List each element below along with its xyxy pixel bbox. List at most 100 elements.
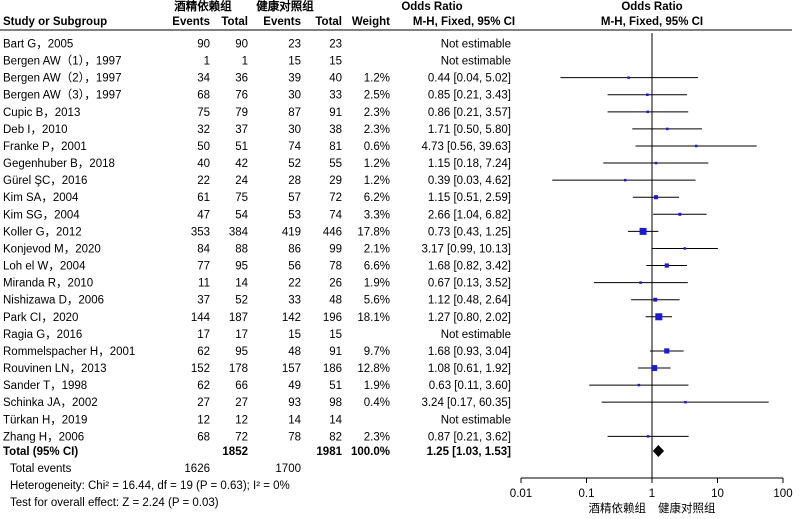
exp-total-header: Total <box>221 16 248 28</box>
ctl-events: 23 <box>288 39 301 51</box>
study-name: Ragia G，2016 <box>3 329 82 341</box>
exp-events: 152 <box>191 363 210 375</box>
study-or-text: 1.68 [0.82, 3.42] <box>428 261 511 273</box>
exp-events: 40 <box>197 158 210 170</box>
exp-total: 75 <box>235 192 248 204</box>
ctl-total: 99 <box>329 243 342 255</box>
study-or-text: 1.15 [0.18, 7.24] <box>428 158 511 170</box>
exp-events: 62 <box>197 380 210 392</box>
ctl-total: 48 <box>329 295 342 307</box>
study-weight: 2.3% <box>364 431 390 443</box>
total-exp-n: 1852 <box>222 446 248 458</box>
ctl-events: 419 <box>282 226 301 238</box>
ctl-total: 33 <box>329 90 342 102</box>
exp-events: 1 <box>204 56 210 68</box>
total-label: Total (95% CI) <box>3 446 78 458</box>
exp-events: 75 <box>197 107 210 119</box>
study-weight: 3.3% <box>364 209 390 221</box>
exp-total: 76 <box>235 90 248 102</box>
total-ctl-n: 1981 <box>316 446 342 458</box>
study-weight: 9.7% <box>364 346 390 358</box>
study-or-text: Not estimable <box>441 56 511 68</box>
exp-total: 178 <box>229 363 248 375</box>
ctl-events: 52 <box>288 158 301 170</box>
study-weight: 1.2% <box>364 73 390 85</box>
pooled-diamond <box>652 445 665 457</box>
ctl-total: 98 <box>329 397 342 409</box>
ctl-events: 157 <box>282 363 301 375</box>
exp-total: 36 <box>235 73 248 85</box>
ctl-events: 57 <box>288 192 301 204</box>
ctl-total: 51 <box>329 380 342 392</box>
ctl-events: 30 <box>288 124 301 136</box>
ctl-total: 14 <box>329 414 342 426</box>
study-weight: 1.9% <box>364 278 390 290</box>
study-name: Park CI，2020 <box>3 312 78 324</box>
exp-events: 34 <box>197 73 210 85</box>
ctl-total: 55 <box>329 158 342 170</box>
study-weight: 1.2% <box>364 158 390 170</box>
study-weight: 1.9% <box>364 380 390 392</box>
ctl-total-header: Total <box>315 16 342 28</box>
overall-effect-text: Test for overall effect: Z = 2.24 (P = 0… <box>10 497 219 509</box>
exp-events: 32 <box>197 124 210 136</box>
study-name: Koller G，2012 <box>3 226 82 238</box>
exp-total: 95 <box>235 346 248 358</box>
ctl-total: 26 <box>329 278 342 290</box>
ctl-total: 91 <box>329 107 342 119</box>
exp-total: 14 <box>235 278 248 290</box>
study-or-text: 1.27 [0.80, 2.02] <box>428 312 511 324</box>
study-name: Rommelspacher H，2001 <box>3 346 135 358</box>
study-weight: 2.1% <box>364 243 390 255</box>
exp-total: 51 <box>235 141 248 153</box>
or-column-title: Odds Ratio <box>401 1 462 13</box>
effect-square <box>655 313 663 321</box>
heterogeneity-text: Heterogeneity: Chi² = 16.44, df = 19 (P … <box>10 480 290 492</box>
ctl-total: 196 <box>323 312 342 324</box>
x-tick-label: 10 <box>711 488 724 500</box>
experimental-group-header: 酒精依赖组 <box>174 0 232 13</box>
exp-events: 11 <box>198 278 210 290</box>
study-name: Schinka JA，2002 <box>3 397 98 409</box>
study-or-text: 4.73 [0.56, 39.63] <box>421 141 511 153</box>
ctl-events: 56 <box>288 261 301 273</box>
study-column-header: Study or Subgroup <box>3 16 107 28</box>
exp-total: 72 <box>235 431 248 443</box>
ctl-events: 33 <box>288 295 301 307</box>
study-or-text: Not estimable <box>441 39 511 51</box>
ctl-events-header: Events <box>263 16 301 28</box>
exp-events: 62 <box>197 346 210 358</box>
ctl-events: 39 <box>288 73 301 85</box>
ctl-total: 29 <box>329 175 342 187</box>
effect-square <box>654 161 658 165</box>
exp-events: 22 <box>197 175 210 187</box>
study-or-text: 0.73 [0.43, 1.25] <box>428 226 511 238</box>
exp-events: 17 <box>197 329 210 341</box>
favours-left-label: 酒精依赖组 <box>589 501 647 515</box>
study-or-text: 1.12 [0.48, 2.64] <box>428 295 511 307</box>
x-tick-label: 100 <box>773 488 792 500</box>
study-weight: 2.5% <box>364 90 390 102</box>
study-name: Bart G，2005 <box>3 39 73 51</box>
ctl-total: 72 <box>329 192 342 204</box>
exp-total: 66 <box>235 380 248 392</box>
total-events-ctl: 1700 <box>275 463 301 475</box>
exp-total: 79 <box>235 107 248 119</box>
x-tick-label: 0.1 <box>579 488 595 500</box>
exp-total: 384 <box>229 226 249 238</box>
ctl-total: 82 <box>329 431 342 443</box>
method-header: M-H, Fixed, 95% CI <box>413 16 515 28</box>
study-name: Nishizawa D，2006 <box>3 295 104 307</box>
study-weight: 0.4% <box>364 397 390 409</box>
study-weight: 17.8% <box>357 226 390 238</box>
study-or-text: 0.87 [0.21, 3.62] <box>428 431 511 443</box>
plot-area: 0.01 0.1 1 10 100 酒精依赖组 健康对照组 <box>510 33 793 515</box>
study-name: Bergen AW（1），1997 <box>3 55 121 68</box>
exp-events: 90 <box>197 39 210 51</box>
ctl-events: 28 <box>288 175 301 187</box>
effect-square <box>653 297 658 302</box>
study-or-text: 3.24 [0.17, 60.35] <box>421 397 511 409</box>
study-name: Miranda R，2010 <box>3 278 93 290</box>
study-or-text: 1.15 [0.51, 2.59] <box>428 192 511 204</box>
effect-square <box>653 195 659 200</box>
